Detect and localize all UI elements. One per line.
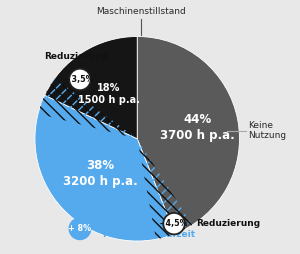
Text: Erhöhung
Maschinenlaufzeit: Erhöhung Maschinenlaufzeit [102,219,196,239]
Wedge shape [137,37,239,234]
Text: Reduzierung: Reduzierung [196,219,261,228]
Text: – 3,5%: – 3,5% [66,75,94,84]
Text: Keine
Nutzung: Keine Nutzung [248,121,286,140]
Circle shape [163,213,185,234]
Text: – 4,5%: – 4,5% [160,219,188,228]
Circle shape [69,218,91,240]
Wedge shape [35,95,175,241]
Text: 38%
3200 h p.a.: 38% 3200 h p.a. [63,159,137,188]
Text: 18%
1500 h p.a.: 18% 1500 h p.a. [78,83,140,105]
Wedge shape [45,37,137,139]
Text: 44%
3700 h p.a.: 44% 3700 h p.a. [160,113,235,142]
Text: Maschinenstillstand: Maschinenstillstand [96,7,186,16]
Text: Reduzierung: Reduzierung [44,52,109,61]
Circle shape [69,69,91,90]
Text: + 8%: + 8% [68,224,92,233]
